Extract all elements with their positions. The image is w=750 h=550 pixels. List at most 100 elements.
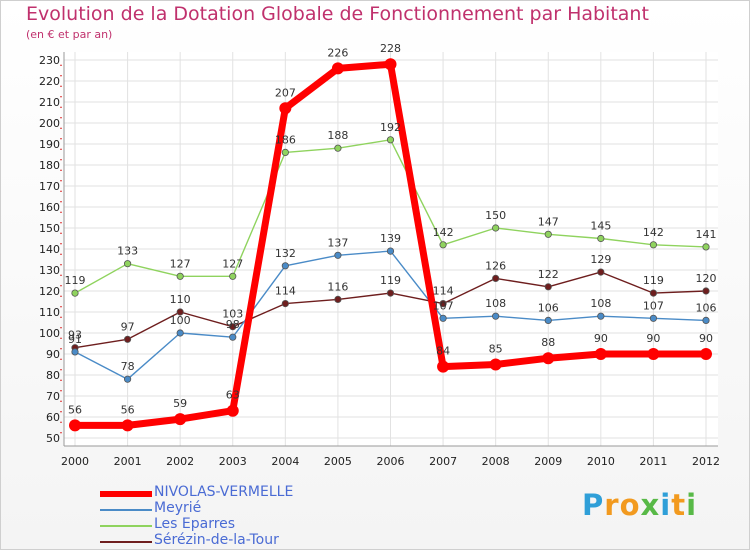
data-label: 207 [275, 86, 296, 99]
data-point [492, 312, 500, 320]
data-point [281, 148, 289, 156]
data-point [384, 58, 397, 71]
y-tick-label: 150 [39, 222, 60, 235]
data-point [176, 329, 184, 337]
x-tick-label: 2000 [61, 455, 89, 468]
data-point [597, 234, 605, 243]
y-tick-label: 130 [39, 264, 60, 277]
data-point [334, 251, 342, 259]
y-tick-label: 220 [39, 75, 60, 88]
data-label: 129 [590, 253, 611, 266]
legend-label: Sérézin-de-la-Tour [154, 532, 279, 548]
data-point [702, 316, 710, 324]
data-label: 132 [275, 247, 296, 260]
data-label: 127 [170, 257, 191, 270]
data-label: 114 [433, 285, 454, 298]
y-tick-label: 140 [39, 243, 60, 256]
data-label: 122 [538, 268, 559, 281]
data-label: 120 [696, 272, 717, 285]
legend: NIVOLAS-VERMELLE Meyrié Les Eparres Séré… [100, 484, 360, 549]
data-label: 98 [226, 318, 240, 331]
data-label: 106 [538, 301, 559, 314]
legend-item: Meyrié [100, 500, 360, 517]
data-label: 127 [222, 257, 243, 270]
y-tick-label: 120 [39, 285, 60, 298]
data-label: 90 [646, 332, 660, 345]
legend-label: NIVOLAS-VERMELLE [154, 484, 294, 500]
data-label: 119 [380, 274, 401, 287]
data-label: 97 [121, 320, 135, 333]
data-label: 90 [594, 332, 608, 345]
x-tick-label: 2001 [114, 455, 142, 468]
data-point [69, 419, 81, 432]
data-label: 100 [170, 314, 191, 327]
y-tick-label: 170 [39, 180, 60, 193]
data-label: 119 [65, 274, 86, 287]
data-label: 119 [643, 274, 664, 287]
x-tick-label: 2004 [271, 455, 299, 468]
x-tick-label: 2003 [219, 455, 247, 468]
data-point [334, 295, 342, 303]
y-tick-label: 190 [39, 138, 60, 151]
data-point [176, 308, 184, 316]
data-point [386, 247, 395, 255]
data-label: 106 [696, 301, 717, 314]
data-label: 107 [433, 299, 454, 312]
logo-letter: r [604, 488, 620, 522]
data-label: 126 [485, 259, 506, 272]
data-point [544, 283, 552, 291]
data-label: 133 [117, 245, 138, 258]
y-tick-label: 60 [46, 411, 60, 424]
data-point [702, 287, 710, 295]
chart-title: Evolution de la Dotation Globale de Fonc… [26, 3, 649, 25]
data-point [700, 348, 712, 360]
data-point [597, 268, 605, 276]
data-point [544, 316, 552, 324]
data-label: 108 [590, 297, 611, 310]
data-point [229, 272, 237, 280]
y-tick-label: 200 [39, 117, 60, 130]
data-point [649, 289, 658, 297]
y-tick-label: 110 [39, 306, 60, 319]
data-label: 114 [275, 285, 296, 298]
x-tick-label: 2009 [534, 455, 562, 468]
y-tick-label: 160 [39, 201, 60, 214]
data-point [702, 243, 710, 251]
data-label: 228 [380, 42, 401, 55]
data-point [121, 419, 134, 432]
data-point [544, 230, 552, 238]
x-tick-label: 2008 [482, 455, 510, 468]
legend-item: Sérézin-de-la-Tour [100, 532, 360, 549]
legend-item: Les Eparres [100, 516, 360, 533]
legend-label: Meyrié [154, 500, 202, 516]
data-point [123, 375, 132, 383]
logo-letter: t [671, 488, 687, 522]
data-point [492, 274, 500, 282]
data-point [594, 348, 607, 360]
data-point [437, 360, 450, 373]
data-point [386, 289, 395, 297]
proxiti-logo: Proxiti [582, 488, 697, 522]
x-tick-label: 2002 [166, 455, 194, 468]
data-label: 56 [121, 403, 135, 416]
legend-label: Les Eparres [154, 516, 236, 532]
legend-swatch [100, 509, 152, 511]
data-label: 91 [68, 333, 82, 346]
data-point [174, 413, 187, 426]
data-point [439, 314, 447, 322]
data-label: 78 [121, 360, 135, 373]
logo-letter: P [582, 488, 605, 522]
data-point [176, 272, 184, 280]
data-point [331, 62, 344, 75]
x-tick-label: 2011 [639, 455, 667, 468]
data-label: 142 [433, 226, 454, 239]
data-label: 90 [699, 332, 713, 345]
data-label: 226 [327, 46, 348, 59]
data-label: 59 [173, 397, 187, 410]
chart-subtitle: (en € et par an) [26, 28, 113, 41]
data-label: 93 [68, 329, 82, 342]
legend-swatch [100, 491, 152, 497]
data-label: 107 [643, 299, 664, 312]
data-label: 110 [170, 293, 191, 306]
